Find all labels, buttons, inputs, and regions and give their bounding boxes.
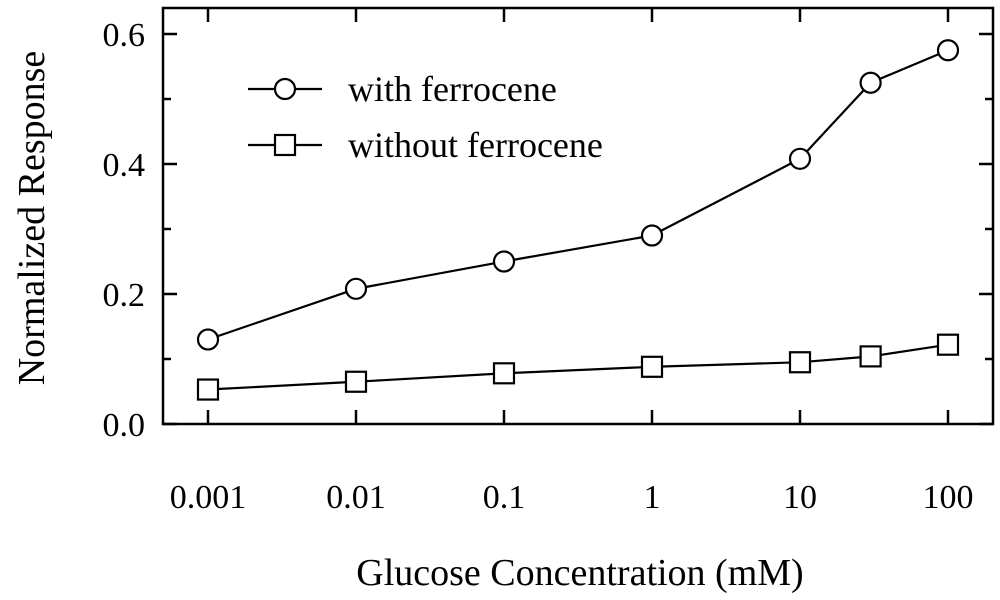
x-tick-label: 1 xyxy=(644,479,661,516)
x-tick-label: 0.001 xyxy=(170,479,247,516)
series-line xyxy=(217,345,939,391)
data-point-circle xyxy=(492,250,516,273)
series-1 xyxy=(196,39,960,351)
x-tick-label: 0.1 xyxy=(483,479,526,516)
legend-item: without ferrocene xyxy=(248,125,603,165)
legend-label: with ferrocene xyxy=(348,69,557,109)
x-tick-label: 0.01 xyxy=(326,479,386,516)
x-tick-label: 100 xyxy=(923,479,974,516)
data-point-circle xyxy=(936,39,960,62)
data-point-circle xyxy=(196,328,220,351)
legend-marker xyxy=(273,77,297,101)
plot-frame xyxy=(161,6,995,426)
data-point-square xyxy=(788,351,812,374)
data-point-circle xyxy=(859,71,882,94)
y-tick-label: 0.6 xyxy=(103,17,146,54)
data-point-circle xyxy=(640,224,664,247)
data-point-square xyxy=(344,370,368,393)
legend-item: with ferrocene xyxy=(248,69,557,109)
series-2 xyxy=(196,333,960,401)
y-tick-label: 0.4 xyxy=(103,147,146,184)
legend-marker xyxy=(273,133,297,157)
y-axis-title: Normalized Response xyxy=(11,51,53,386)
series-line xyxy=(217,53,940,338)
y-tick-label: 0.2 xyxy=(103,277,146,314)
data-point-square xyxy=(936,333,960,356)
data-point-square xyxy=(492,362,516,385)
data-point-square xyxy=(640,355,664,378)
y-tick-label: 0.0 xyxy=(103,407,146,444)
x-tick-label: 10 xyxy=(783,479,817,516)
data-point-square xyxy=(859,345,882,368)
data-point-square xyxy=(196,378,220,401)
x-axis-title: Glucose Concentration (mM) xyxy=(356,552,803,594)
data-point-circle xyxy=(344,277,368,300)
legend: with ferrocene without ferrocene xyxy=(248,69,603,165)
data-point-circle xyxy=(788,147,812,170)
legend-label: without ferrocene xyxy=(348,125,603,165)
